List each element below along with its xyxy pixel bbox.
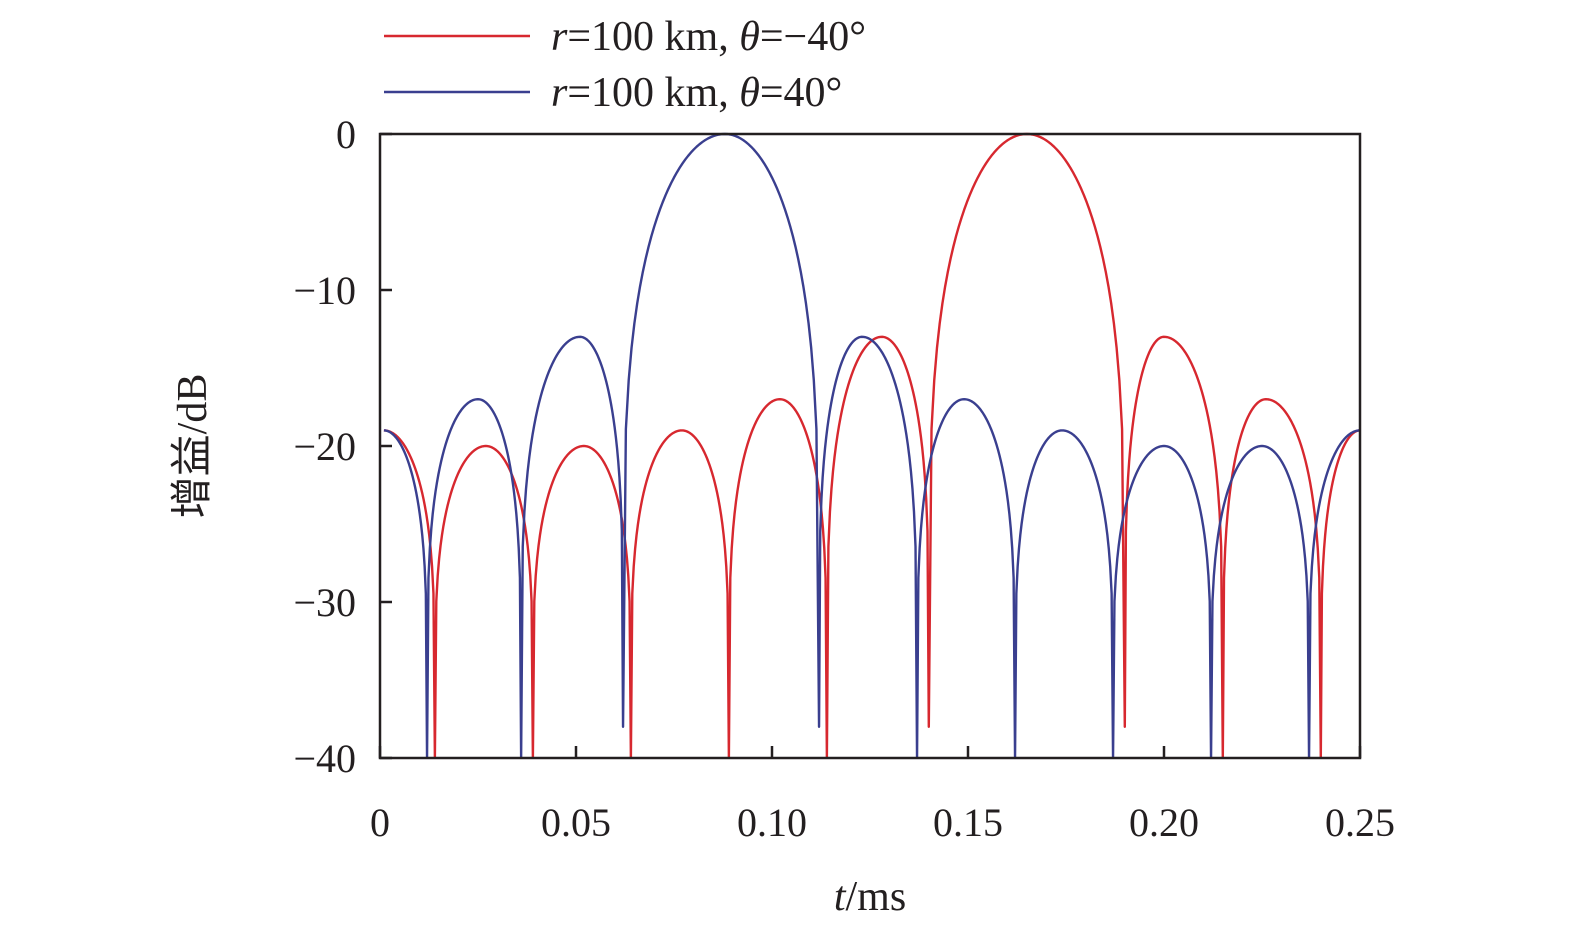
y-axis: 0 −10 −20 −30 −40 — [293, 112, 392, 781]
x-axis: 0 0.05 0.10 0.15 0.20 0.25 — [370, 746, 1395, 845]
x-axis-unit: /ms — [845, 874, 906, 920]
y-tick-label: −20 — [293, 424, 356, 469]
x-tick-label: 0.10 — [737, 800, 807, 845]
y-tick-label: −30 — [293, 580, 356, 625]
x-tick-label: 0.15 — [933, 800, 1003, 845]
legend-label-theta-40: r=100 km, θ=40° — [551, 70, 842, 116]
series-layer — [383, 132, 1360, 758]
x-tick-label: 0.25 — [1325, 800, 1395, 845]
x-axis-variable: t — [834, 874, 847, 920]
x-tick-label: 0.05 — [541, 800, 611, 845]
y-tick-label: −10 — [293, 268, 356, 313]
y-axis-title: 增益/dB — [170, 374, 216, 519]
y-tick-label: 0 — [336, 112, 356, 157]
x-tick-label: 0 — [370, 800, 390, 845]
legend-label-theta-minus-40: r=100 km, θ=−40° — [551, 14, 866, 60]
x-tick-label: 0.20 — [1129, 800, 1199, 845]
legend: r=100 km, θ=−40° r=100 km, θ=40° — [384, 14, 866, 116]
y-tick-label: −40 — [293, 736, 356, 781]
x-axis-title: t/ms — [834, 874, 906, 920]
